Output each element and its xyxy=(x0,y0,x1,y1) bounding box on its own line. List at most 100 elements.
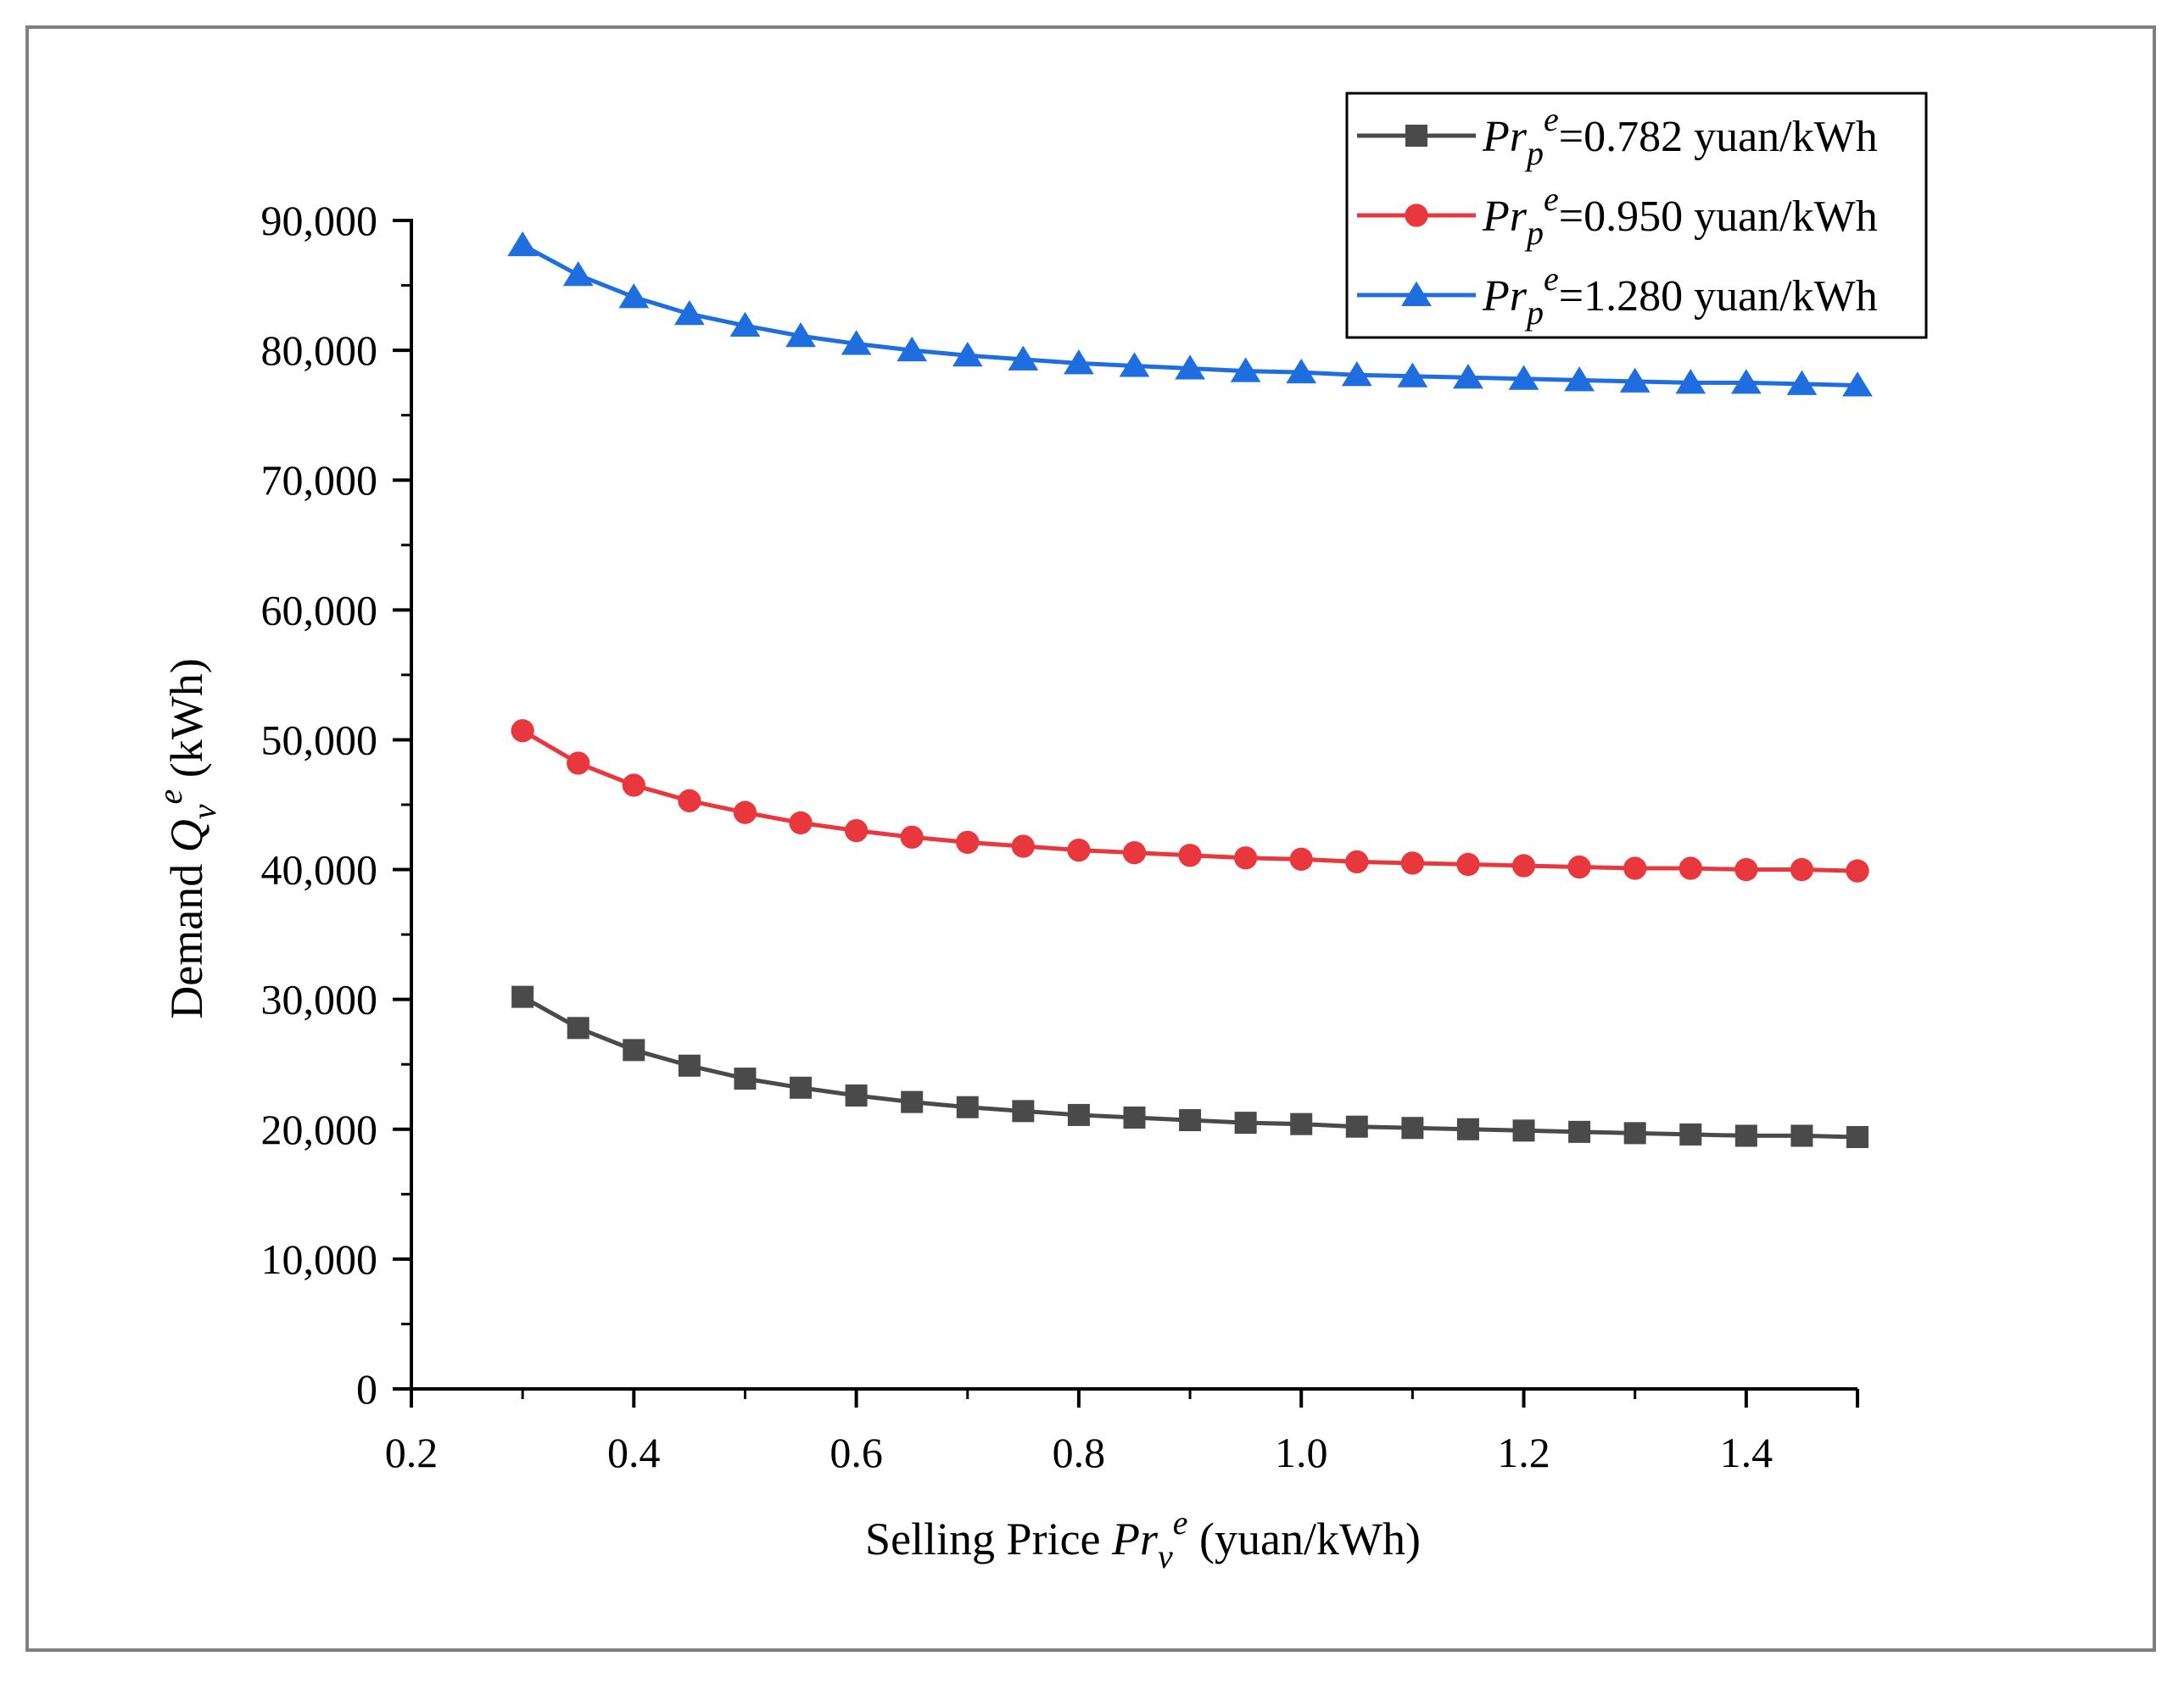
data-point xyxy=(1623,1122,1646,1145)
data-point xyxy=(845,1084,868,1107)
data-point xyxy=(956,1096,979,1118)
data-point xyxy=(1842,371,1873,397)
data-point xyxy=(900,825,924,849)
data-point xyxy=(511,719,534,743)
data-point xyxy=(1508,365,1539,390)
data-point xyxy=(562,261,594,287)
y-tick-label: 80,000 xyxy=(261,326,378,374)
y-tick-label: 50,000 xyxy=(261,716,378,763)
data-point xyxy=(790,1076,813,1099)
legend-label: Prpe=0.782 yuan/kWh xyxy=(1482,100,1878,172)
x-tick-label: 0.8 xyxy=(1053,1429,1106,1476)
y-title-sup: e xyxy=(151,789,189,805)
data-point xyxy=(1008,345,1039,371)
y-title-suffix: (kWh) xyxy=(161,658,212,789)
legend-swatch-marker xyxy=(1405,125,1427,147)
data-point xyxy=(567,751,590,775)
data-point xyxy=(1456,852,1480,877)
y-tick-label: 40,000 xyxy=(261,846,378,894)
data-point xyxy=(1564,366,1595,392)
data-point xyxy=(1123,1106,1146,1129)
y-title-var: Q xyxy=(161,819,212,852)
y-axis-title: Demand Qve (kWh) xyxy=(151,658,223,1018)
data-point xyxy=(1012,1100,1035,1123)
data-point xyxy=(789,811,813,835)
legend-sup: e xyxy=(1544,180,1559,218)
data-point xyxy=(1119,352,1150,377)
data-point xyxy=(1623,856,1647,880)
x-tick-label: 0.4 xyxy=(607,1429,661,1476)
data-point xyxy=(1568,1120,1591,1143)
legend-entry: Prpe=0.950 yuan/kWh xyxy=(1357,180,1878,252)
x-tick-label: 1.2 xyxy=(1497,1429,1550,1476)
data-point xyxy=(1846,1125,1868,1148)
legend-swatch-marker xyxy=(1405,204,1428,227)
data-point xyxy=(1790,1124,1813,1147)
data-point xyxy=(1179,1109,1202,1132)
data-point xyxy=(956,830,980,855)
data-point xyxy=(785,322,816,348)
y-tick-label: 70,000 xyxy=(261,456,378,504)
data-point xyxy=(623,1039,645,1062)
legend-label: Prpe=1.280 yuan/kWh xyxy=(1482,259,1878,332)
data-point xyxy=(1401,1117,1424,1140)
data-point xyxy=(1234,1112,1257,1135)
data-point xyxy=(1675,369,1706,394)
series-circle xyxy=(511,719,1869,883)
x-tick-label: 1.4 xyxy=(1720,1429,1773,1476)
x-tick-label: 0.6 xyxy=(829,1429,883,1476)
legend-entry: Prpe=1.280 yuan/kWh xyxy=(1357,259,1878,332)
data-point xyxy=(734,1068,757,1090)
data-point xyxy=(1122,841,1147,865)
data-point xyxy=(1678,856,1702,880)
data-point xyxy=(733,800,757,824)
data-point xyxy=(1175,354,1205,380)
data-point xyxy=(1619,367,1651,393)
data-point xyxy=(618,283,650,309)
x-title-sub: v xyxy=(1158,1537,1173,1575)
data-point xyxy=(1289,847,1313,871)
data-point xyxy=(678,1054,701,1077)
data-point xyxy=(1456,1118,1479,1140)
legend-sub: p xyxy=(1524,293,1544,332)
y-title-prefix: Demand xyxy=(161,852,212,1018)
series-layer xyxy=(507,231,1873,1148)
data-point xyxy=(1234,846,1258,870)
y-tick-label: 20,000 xyxy=(261,1106,378,1153)
data-point xyxy=(1846,859,1869,883)
data-point xyxy=(1067,838,1091,862)
legend-sup: e xyxy=(1544,259,1559,298)
legend-rest: =0.950 yuan/kWh xyxy=(1559,192,1878,241)
y-tick-label: 60,000 xyxy=(261,586,378,633)
data-point xyxy=(1734,857,1758,882)
y-tick-label: 0 xyxy=(356,1365,377,1413)
data-point xyxy=(729,311,761,337)
x-title-var: Pr xyxy=(1111,1514,1159,1564)
y-tick-label: 30,000 xyxy=(261,976,378,1023)
data-point xyxy=(507,231,539,257)
data-point xyxy=(952,341,983,367)
data-point xyxy=(1790,857,1814,882)
data-point xyxy=(1512,1119,1535,1142)
data-point xyxy=(897,336,928,362)
legend-label: Prpe=0.950 yuan/kWh xyxy=(1482,180,1878,252)
legend-swatch-marker xyxy=(1401,281,1432,306)
data-point xyxy=(844,818,869,843)
y-tick-label: 10,000 xyxy=(261,1235,378,1283)
data-point xyxy=(1730,369,1762,394)
legend-rest: =0.782 yuan/kWh xyxy=(1559,113,1878,161)
x-tick-label: 1.0 xyxy=(1275,1429,1328,1476)
data-point xyxy=(1341,360,1372,387)
x-title-sup: e xyxy=(1173,1503,1188,1542)
data-point xyxy=(1679,1123,1702,1146)
figure-frame xyxy=(25,25,2156,1652)
data-point xyxy=(622,773,645,797)
data-point xyxy=(1064,349,1094,375)
data-point xyxy=(567,1017,589,1040)
legend-var: Pr xyxy=(1482,272,1528,321)
data-point xyxy=(841,330,872,355)
series-triangle xyxy=(507,231,1873,397)
data-point xyxy=(1230,357,1261,382)
